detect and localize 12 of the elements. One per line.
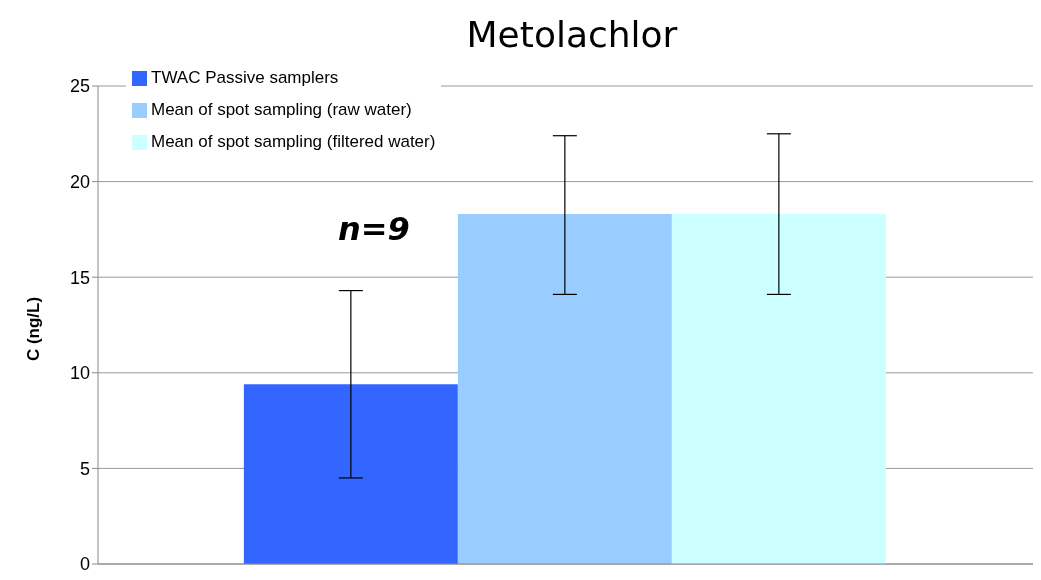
- y-tick-label: 10: [69, 363, 90, 384]
- y-tick-label: 20: [69, 171, 90, 192]
- y-axis-title: C (ng/L): [24, 296, 44, 362]
- y-tick-label: 0: [79, 554, 90, 575]
- legend-label: Mean of spot sampling (raw water): [151, 100, 412, 120]
- y-tick-label: 25: [69, 76, 90, 97]
- y-tick-label: 15: [69, 267, 90, 288]
- annotation: n=9: [338, 210, 410, 248]
- y-tick-label: 5: [79, 458, 90, 479]
- legend-label: Mean of spot sampling (filtered water): [151, 132, 436, 152]
- legend-label: TWAC Passive samplers: [151, 68, 339, 88]
- chart-title: Metolachlor: [465, 14, 679, 55]
